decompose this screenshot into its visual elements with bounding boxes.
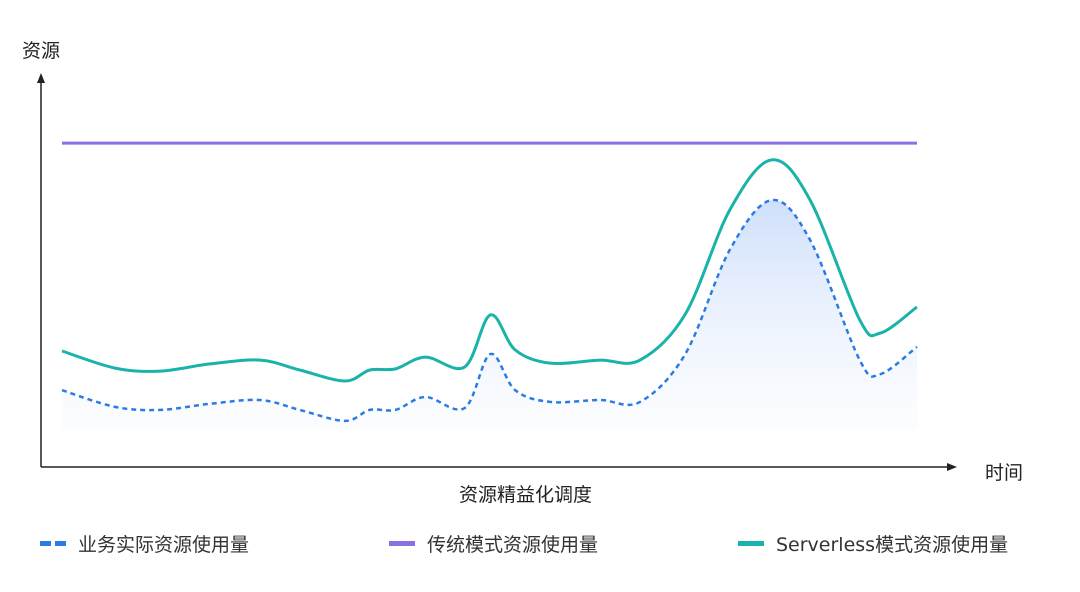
legend-swatch [389,541,415,546]
series-line-2 [61,158,918,383]
legend-label: Serverless模式资源使用量 [776,534,1009,556]
y-axis-label: 资源 [22,40,61,62]
series-area-0 [62,200,917,430]
x-axis-label: 时间 [985,462,1024,484]
legend-swatch [738,541,764,546]
legend-label: 业务实际资源使用量 [78,534,250,556]
legend-item-actual: 业务实际资源使用量 [40,530,249,557]
legend-item-serverless: Serverless模式资源使用量 [738,530,1008,557]
x-axis-arrow-icon [947,463,957,471]
y-axis-arrow-icon [37,73,45,83]
series-line-0 [61,198,918,423]
legend-label: 传统模式资源使用量 [427,534,599,556]
legend-item-traditional: 传统模式资源使用量 [389,530,598,557]
chart-caption: 资源精益化调度 [459,484,593,506]
legend-swatch-dashed [40,541,66,546]
